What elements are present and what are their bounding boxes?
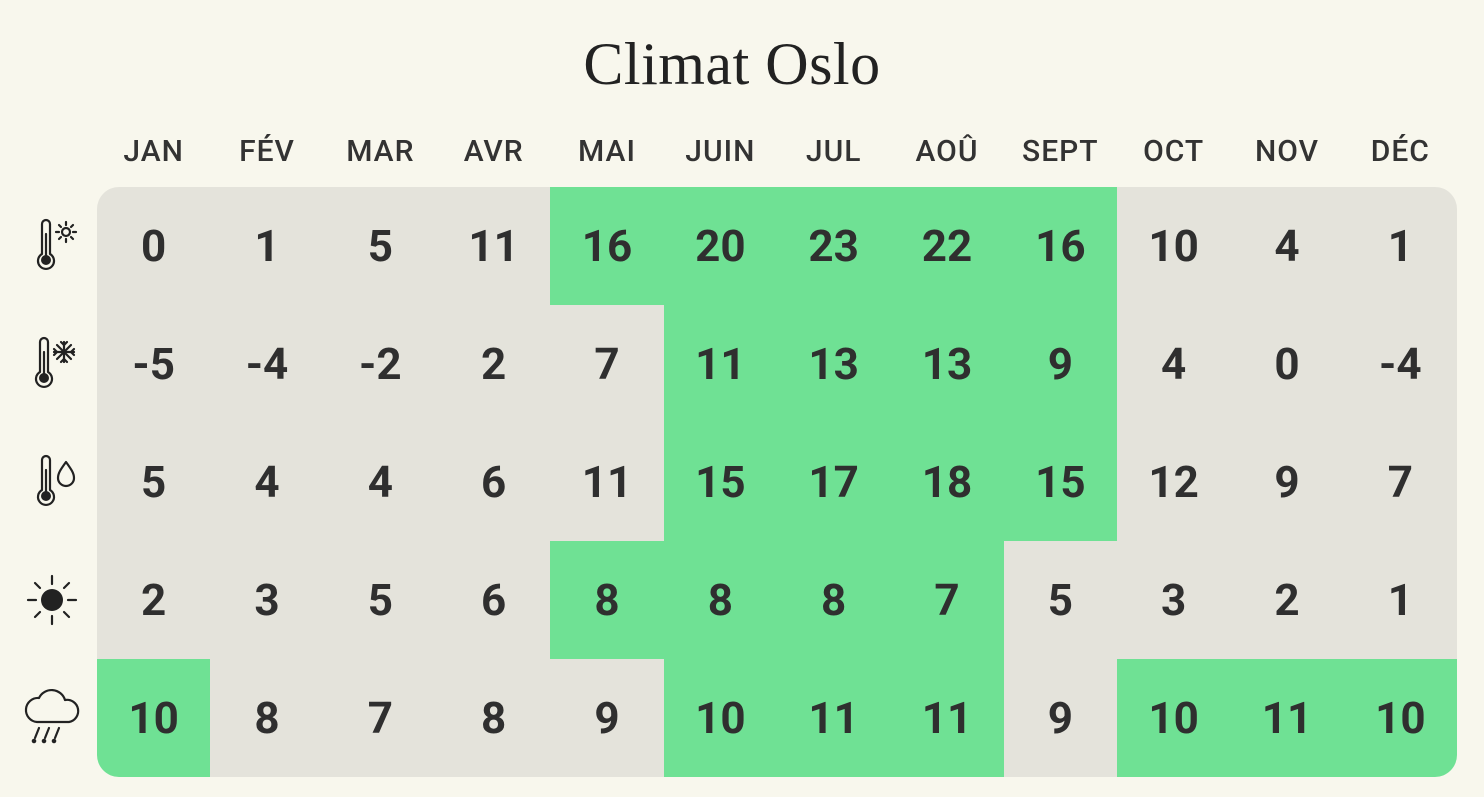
thermo-sun-icon — [7, 187, 97, 305]
data-cell: 9 — [550, 659, 663, 777]
data-cell: 10 — [1344, 659, 1457, 777]
data-cell: 15 — [1004, 423, 1117, 541]
month-header: MAR — [324, 124, 437, 187]
data-cell: 8 — [437, 659, 550, 777]
month-header: FÉV — [210, 124, 323, 187]
data-cell: 6 — [437, 423, 550, 541]
data-cell: 11 — [550, 423, 663, 541]
data-cell: 2 — [437, 305, 550, 423]
data-cell: 16 — [1004, 187, 1117, 305]
data-cell: 11 — [890, 659, 1003, 777]
data-cell: 8 — [777, 541, 890, 659]
thermo-snow-icon — [7, 305, 97, 423]
data-cell: 13 — [777, 305, 890, 423]
data-cell: 11 — [664, 305, 777, 423]
data-cell: 1 — [210, 187, 323, 305]
data-cell: 3 — [210, 541, 323, 659]
data-cell: -4 — [210, 305, 323, 423]
data-cell: 7 — [890, 541, 1003, 659]
data-cell: 16 — [550, 187, 663, 305]
data-cell: 17 — [777, 423, 890, 541]
data-cell: 10 — [1117, 659, 1230, 777]
month-header: NOV — [1230, 124, 1343, 187]
data-cell: 1 — [1344, 187, 1457, 305]
month-header: MAI — [550, 124, 663, 187]
month-header: AOÛ — [890, 124, 1003, 187]
data-cell: 11 — [1230, 659, 1343, 777]
data-cell: 3 — [1117, 541, 1230, 659]
data-cell: 10 — [1117, 187, 1230, 305]
climate-table: JANFÉVMARAVRMAIJUINJULAOÛSEPTOCTNOVDÉC01… — [7, 124, 1457, 777]
data-cell: 5 — [324, 187, 437, 305]
data-cell: -4 — [1344, 305, 1457, 423]
month-header: JAN — [97, 124, 210, 187]
data-cell: 7 — [550, 305, 663, 423]
data-cell: 15 — [664, 423, 777, 541]
page-title: Climat Oslo — [0, 30, 1464, 99]
data-cell: 0 — [97, 187, 210, 305]
data-cell: 4 — [1230, 187, 1343, 305]
month-header: JUIN — [664, 124, 777, 187]
data-cell: 11 — [437, 187, 550, 305]
thermo-drop-icon — [7, 423, 97, 541]
data-cell: 1 — [1344, 541, 1457, 659]
data-cell: 22 — [890, 187, 1003, 305]
data-cell: 5 — [324, 541, 437, 659]
data-cell: 6 — [437, 541, 550, 659]
data-cell: 20 — [664, 187, 777, 305]
data-cell: 0 — [1230, 305, 1343, 423]
month-header: SEPT — [1004, 124, 1117, 187]
data-cell: 2 — [1230, 541, 1343, 659]
data-cell: 10 — [664, 659, 777, 777]
data-cell: 8 — [550, 541, 663, 659]
data-cell: 5 — [97, 423, 210, 541]
data-cell: 9 — [1004, 659, 1117, 777]
data-cell: 2 — [97, 541, 210, 659]
month-header: OCT — [1117, 124, 1230, 187]
data-cell: 8 — [664, 541, 777, 659]
month-header: AVR — [437, 124, 550, 187]
data-cell: 5 — [1004, 541, 1117, 659]
month-header: JUL — [777, 124, 890, 187]
data-cell: 4 — [1117, 305, 1230, 423]
month-header: DÉC — [1344, 124, 1457, 187]
sun-icon — [7, 541, 97, 659]
data-cell: 7 — [324, 659, 437, 777]
data-cell: 11 — [777, 659, 890, 777]
data-cell: 10 — [97, 659, 210, 777]
data-cell: -2 — [324, 305, 437, 423]
data-cell: 12 — [1117, 423, 1230, 541]
data-cell: 23 — [777, 187, 890, 305]
header-spacer — [7, 124, 97, 187]
data-cell: 18 — [890, 423, 1003, 541]
data-cell: 9 — [1004, 305, 1117, 423]
rain-cloud-icon — [7, 659, 97, 777]
data-cell: 7 — [1344, 423, 1457, 541]
data-cell: 4 — [324, 423, 437, 541]
data-cell: 13 — [890, 305, 1003, 423]
data-cell: 9 — [1230, 423, 1343, 541]
data-cell: 8 — [210, 659, 323, 777]
data-cell: -5 — [97, 305, 210, 423]
data-cell: 4 — [210, 423, 323, 541]
